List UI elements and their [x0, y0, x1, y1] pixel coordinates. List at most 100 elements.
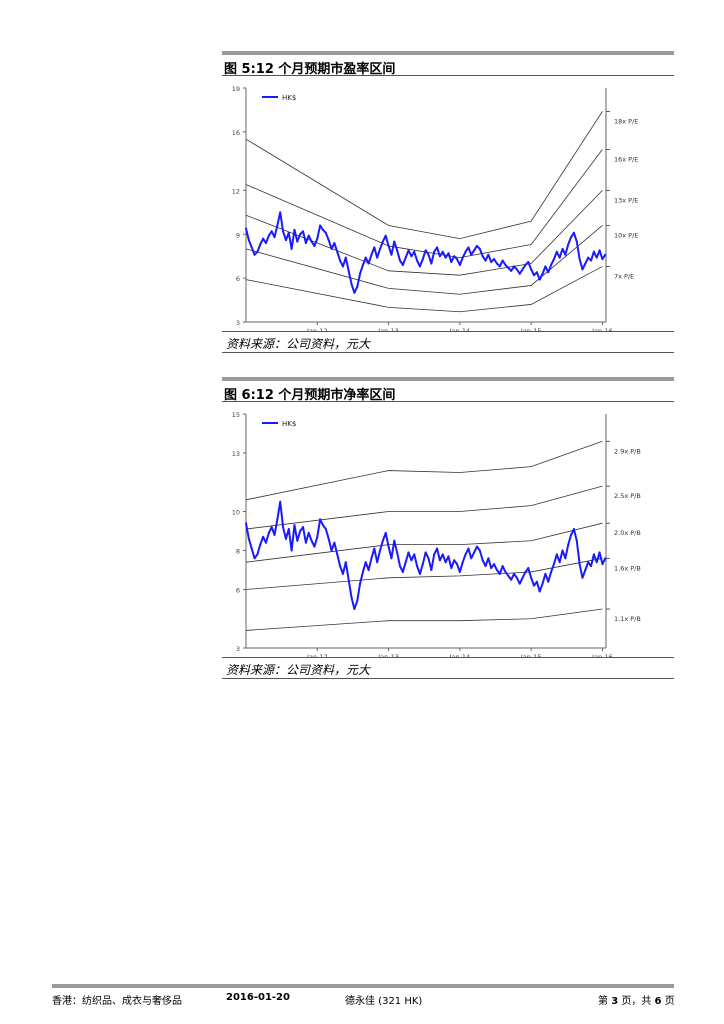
series-point: [350, 596, 353, 599]
series-point: [279, 500, 282, 503]
series-point: [510, 269, 513, 272]
series-point: [253, 253, 256, 256]
series-point: [424, 249, 427, 252]
series-point: [376, 561, 379, 564]
series-point: [250, 547, 253, 550]
series-point: [473, 249, 476, 252]
series-point: [524, 570, 527, 573]
series-point: [475, 545, 478, 548]
series-point: [481, 255, 484, 258]
series-point: [304, 242, 307, 245]
series-point: [575, 539, 578, 542]
figure-title: 图 6:12 个月预期市净率区间: [224, 388, 396, 403]
y-tick-label: 16: [232, 129, 240, 137]
y-tick-label: 12: [232, 187, 240, 195]
series-point: [515, 268, 518, 271]
series-point: [293, 524, 296, 527]
x-tick-label: Jan-14: [449, 653, 471, 657]
series-point: [590, 565, 593, 568]
series-point: [521, 268, 524, 271]
pb-band-chart: 3 6 8 10 13 15 Jan-12 Jan-13 Jan-14 Jan-15 Jan-16 2…: [232, 411, 641, 657]
series-point: [424, 551, 427, 554]
series-point: [458, 570, 461, 573]
series-point: [302, 230, 305, 233]
series-point: [321, 524, 324, 527]
series-point: [262, 237, 265, 240]
series-point: [453, 255, 456, 258]
series-point: [444, 256, 447, 259]
series-point: [458, 263, 461, 266]
x-tick-label: Jan-12: [306, 327, 328, 331]
series-point: [339, 259, 342, 262]
series-point: [547, 580, 550, 583]
series-point: [284, 537, 287, 540]
divider: [222, 678, 674, 679]
y-tick-label: 15: [232, 411, 240, 419]
series-point: [550, 570, 553, 573]
series-point: [416, 565, 419, 568]
page-middle: 页，共: [621, 996, 652, 1007]
series-point: [410, 559, 413, 562]
series-point: [290, 549, 293, 552]
y-tick-label: 10: [232, 509, 240, 517]
band-label: 18x P/E: [614, 117, 638, 125]
x-tick-label: Jan-15: [520, 327, 542, 331]
footer-bar: [52, 984, 674, 988]
series-point: [604, 253, 607, 256]
series-point: [547, 271, 550, 274]
series-point: [535, 271, 538, 274]
y-tick-label: 19: [232, 85, 240, 93]
series-point: [581, 268, 584, 271]
series-point: [324, 231, 327, 234]
series-point: [481, 559, 484, 562]
series-point: [518, 582, 521, 585]
series-point: [270, 526, 273, 529]
series-point: [450, 261, 453, 264]
band-line: [245, 266, 603, 313]
series-point: [410, 255, 413, 258]
series-point: [575, 240, 578, 243]
series-point: [464, 553, 467, 556]
series-point: [267, 531, 270, 534]
series-point: [333, 242, 336, 245]
series-point: [247, 537, 250, 540]
band-label: 2.0x P/B: [614, 529, 641, 537]
y-tick-label: 9: [236, 231, 240, 239]
series-point: [430, 262, 433, 265]
series-point: [436, 246, 439, 249]
series-point: [364, 561, 367, 564]
series-point: [478, 549, 481, 552]
series-point: [498, 572, 501, 575]
series-point: [450, 567, 453, 570]
series-point: [538, 590, 541, 593]
series-point: [552, 258, 555, 261]
band-label: 13x P/E: [614, 196, 638, 204]
x-tick-label: Jan-15: [520, 653, 542, 657]
series-point: [598, 249, 601, 252]
series-point: [296, 240, 299, 243]
series-point: [572, 528, 575, 531]
x-tick-label: Jan-14: [449, 327, 471, 331]
series-point: [475, 244, 478, 247]
series-point: [324, 528, 327, 531]
series-point: [484, 565, 487, 568]
band-line: [245, 522, 603, 563]
pe-band-chart: 3 6 9 12 16 19 Jan-12 Jan-13 Jan-14 Jan-15 Jan-16 1…: [232, 85, 639, 331]
series-point: [361, 263, 364, 266]
page-number: 3: [611, 996, 619, 1007]
series-point: [384, 531, 387, 534]
series-point: [398, 565, 401, 568]
series-point: [447, 252, 450, 255]
series-point: [473, 551, 476, 554]
series-point: [259, 243, 262, 246]
series-point: [578, 258, 581, 261]
series-point: [555, 250, 558, 253]
series-point: [364, 256, 367, 259]
series-point: [321, 228, 324, 231]
series-point: [552, 563, 555, 566]
series-point: [396, 551, 399, 554]
series-point: [316, 237, 319, 240]
series-point: [353, 608, 356, 610]
series-point: [407, 551, 410, 554]
series-point: [282, 526, 285, 529]
